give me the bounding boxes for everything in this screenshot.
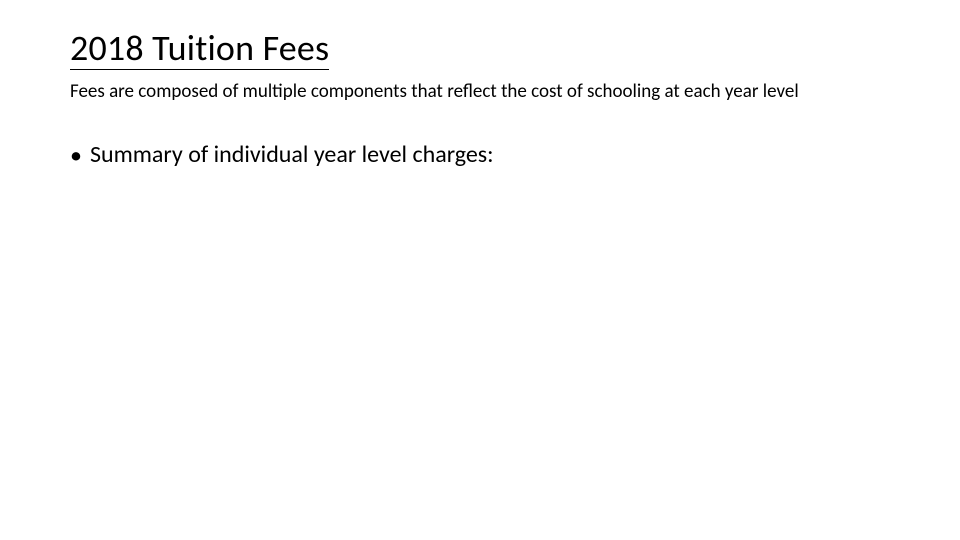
slide: 2018 Tuition Fees Fees are composed of m… (0, 0, 960, 540)
bullet-item: • Summary of individual year level charg… (70, 140, 890, 171)
slide-body: • Summary of individual year level charg… (70, 140, 890, 171)
bullet-icon: • (70, 142, 82, 171)
bullet-text: Summary of individual year level charges… (90, 140, 494, 170)
slide-title: 2018 Tuition Fees (70, 28, 329, 70)
slide-subtitle: Fees are composed of multiple components… (70, 80, 890, 104)
